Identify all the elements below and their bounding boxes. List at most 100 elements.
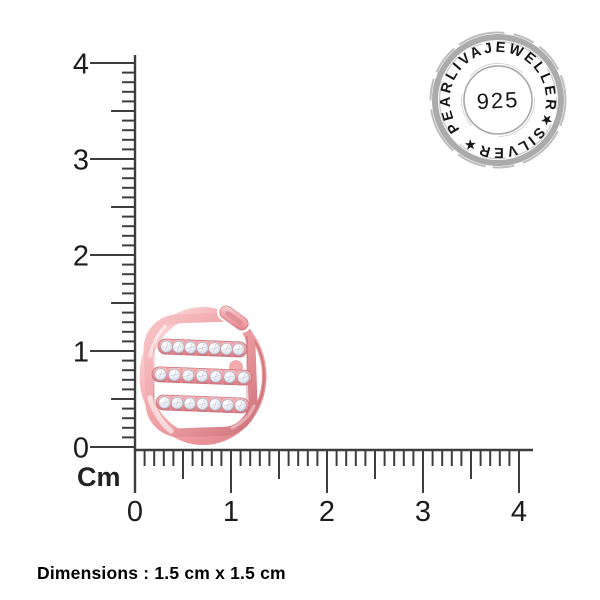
- diamond-facet-lines: [198, 399, 207, 409]
- prong-bead: [182, 395, 186, 399]
- prong-bead: [220, 397, 224, 401]
- prong-bead: [220, 381, 224, 385]
- diamond-facet-lines: [236, 401, 245, 410]
- prong-bead: [182, 352, 186, 356]
- diamond-facet-lines: [174, 343, 183, 352]
- hoop-highlight-bottom-right: [230, 404, 256, 430]
- ruler-unit-label: Cm: [77, 462, 121, 492]
- prong-bead: [170, 351, 174, 355]
- prong-bead: [232, 397, 236, 401]
- prong-bead: [231, 341, 235, 345]
- diamond-glint: [211, 345, 215, 348]
- prong-bead: [165, 379, 169, 383]
- diamond-row: [155, 394, 250, 414]
- stamp-inner-circle: [463, 65, 533, 135]
- stamp-outer-ring: [432, 33, 564, 166]
- prong-bead: [219, 409, 223, 413]
- prong-bead: [171, 339, 175, 343]
- diamond-facet-lines: [197, 371, 207, 381]
- h-ruler-label: 1: [223, 496, 239, 528]
- diamond-glint: [157, 371, 161, 374]
- prong-bead: [181, 407, 185, 411]
- prong-bead: [207, 380, 211, 384]
- h-ruler-label: 3: [415, 496, 431, 528]
- prong-bead: [207, 368, 211, 372]
- hoop-highlight-top-left: [148, 324, 167, 358]
- diamond-glint: [185, 372, 188, 375]
- diamond-facet-lines: [170, 370, 179, 379]
- diamond-glint: [224, 401, 228, 405]
- prong-bead: [193, 380, 197, 384]
- earring-clasp: [216, 303, 252, 333]
- diamond-facet-lines: [162, 342, 171, 351]
- h-ruler-label: 0: [127, 496, 143, 528]
- diamond-glint: [199, 400, 203, 404]
- prong-bead: [169, 407, 173, 411]
- prong-bead: [195, 340, 199, 344]
- diamond-glint: [163, 343, 167, 346]
- diamond-glint: [199, 344, 203, 348]
- diamond-facet-lines: [223, 400, 232, 410]
- diamond-glint: [171, 371, 175, 375]
- hoop-thin-side-carve: [227, 320, 263, 432]
- diamond-facet-lines: [225, 373, 234, 382]
- diamond-glint: [240, 374, 244, 377]
- diamond-glint: [212, 373, 216, 376]
- dimensions-caption: Dimensions : 1.5 cm x 1.5 cm: [37, 563, 286, 583]
- diamond-glint: [223, 345, 227, 349]
- diamond-facet-lines: [211, 372, 220, 381]
- prong-bead: [207, 396, 211, 400]
- v-ruler-label: 1: [73, 337, 89, 369]
- diamond-facet-lines: [185, 399, 194, 408]
- prong-bead: [206, 352, 210, 356]
- diamond-facet-lines: [198, 343, 207, 353]
- prong-bead: [169, 395, 173, 399]
- prong-bead: [234, 382, 238, 386]
- diamond-facet-lines: [239, 373, 248, 382]
- diamond-facet-lines: [173, 398, 182, 408]
- stamp-outer-ring-grunge1: [429, 31, 567, 169]
- prong-bead: [180, 367, 184, 371]
- h-ruler-label: 2: [319, 496, 335, 528]
- v-ruler-label: 3: [73, 145, 89, 177]
- diamond-glint: [237, 402, 241, 405]
- hallmark-stamp: PEARLIVAJEWELLER★SILVER★ 925: [429, 31, 567, 169]
- prong-bead: [232, 409, 236, 413]
- prong-bead: [193, 368, 197, 372]
- diamond-facet-lines: [160, 398, 169, 407]
- prong-bead: [207, 408, 211, 412]
- prong-bead: [219, 340, 223, 344]
- prong-bead: [194, 408, 198, 412]
- v-ruler-label: 0: [73, 433, 89, 465]
- prong-bead: [235, 369, 239, 373]
- stamp-purity: 925: [476, 87, 520, 114]
- diamond-glint: [226, 373, 230, 377]
- diamond-glint: [175, 343, 179, 347]
- prong-bead: [218, 353, 222, 357]
- v-ruler-label: 4: [73, 49, 89, 81]
- stamp-inner-circle-grunge: [461, 62, 535, 137]
- diamond-glint: [235, 346, 239, 349]
- diamond-facet-lines: [156, 370, 165, 379]
- prong-bead: [194, 352, 198, 356]
- diamond-glint: [212, 401, 215, 404]
- hoop-highlight-bottom-left: [147, 395, 174, 434]
- diamond-rows: [151, 338, 253, 414]
- prong-bead: [166, 366, 170, 370]
- vertical-ruler: 0 1 2 3 4: [73, 49, 137, 493]
- prong-bead: [183, 339, 187, 343]
- diamond-facet-lines: [186, 343, 195, 352]
- prong-bead: [230, 353, 234, 357]
- h-ruler-label: 4: [511, 496, 527, 528]
- diamond-facet-lines: [234, 345, 243, 354]
- diamond-glint: [174, 399, 177, 403]
- diamond-facet-lines: [211, 400, 220, 409]
- diamond-facet-lines: [222, 344, 231, 353]
- earring-frame: [143, 312, 258, 438]
- diamond-facet-lines: [210, 344, 219, 353]
- prong-bead: [207, 340, 211, 344]
- prong-bead: [194, 396, 198, 400]
- clasp-slot: [225, 311, 243, 325]
- v-ruler-label: 2: [73, 241, 89, 273]
